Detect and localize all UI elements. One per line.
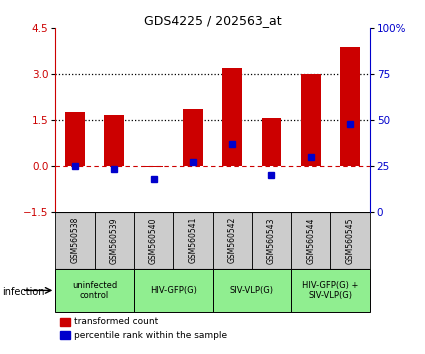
Bar [331,212,370,269]
Text: GSM560538: GSM560538 [71,217,79,263]
Text: GSM560541: GSM560541 [188,217,197,263]
Bar [134,269,212,312]
Title: GDS4225 / 202563_at: GDS4225 / 202563_at [144,14,281,27]
Bar [183,109,203,166]
Bar [55,212,94,269]
Text: GSM560544: GSM560544 [306,217,315,263]
Bar [222,68,242,166]
Bar [60,318,70,326]
Bar [105,115,124,166]
Text: percentile rank within the sample: percentile rank within the sample [74,331,227,340]
Text: infection: infection [2,287,45,297]
Text: GSM560540: GSM560540 [149,217,158,263]
Text: uninfected
control: uninfected control [72,281,117,300]
Bar [134,212,173,269]
Bar [291,269,370,312]
Text: GSM560539: GSM560539 [110,217,119,263]
Bar [252,212,291,269]
Bar [173,212,212,269]
Bar [340,47,360,166]
Bar [60,331,70,339]
Text: GSM560545: GSM560545 [346,217,354,263]
Bar [55,269,134,312]
Bar [94,212,134,269]
Bar [212,212,252,269]
Text: GSM560542: GSM560542 [228,217,237,263]
Bar [301,74,320,166]
Bar [291,212,331,269]
Bar [65,112,85,166]
Text: HIV-GFP(G): HIV-GFP(G) [150,286,197,295]
Bar [212,269,291,312]
Bar [262,119,281,166]
Bar [144,166,163,167]
Text: HIV-GFP(G) +
SIV-VLP(G): HIV-GFP(G) + SIV-VLP(G) [302,281,359,300]
Text: SIV-VLP(G): SIV-VLP(G) [230,286,274,295]
Text: GSM560543: GSM560543 [267,217,276,263]
Text: transformed count: transformed count [74,318,159,326]
